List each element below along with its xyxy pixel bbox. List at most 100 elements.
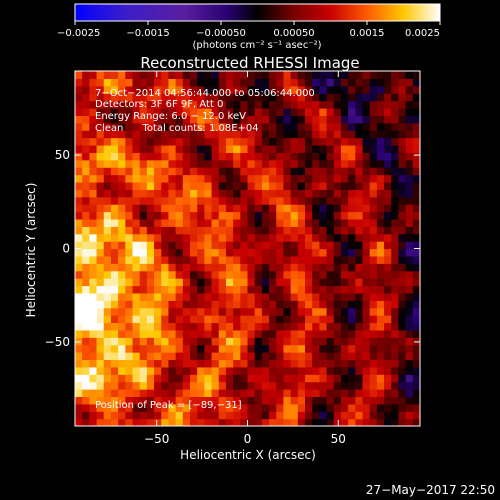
heatmap-cell bbox=[161, 233, 170, 242]
heatmap-cell bbox=[369, 122, 378, 131]
heatmap-cell bbox=[384, 418, 392, 426]
heatmap-cell bbox=[348, 196, 356, 205]
heatmap-cell bbox=[355, 300, 364, 309]
heatmap-cell bbox=[305, 115, 313, 124]
heatmap-cell bbox=[197, 337, 205, 346]
heatmap-cell bbox=[297, 152, 306, 161]
heatmap-cell bbox=[290, 307, 299, 316]
heatmap-cell bbox=[283, 352, 292, 361]
heatmap-cell bbox=[125, 278, 134, 287]
heatmap-cell bbox=[269, 130, 277, 139]
heatmap-cell bbox=[125, 418, 134, 426]
heatmap-cell bbox=[82, 352, 90, 361]
heatmap-cell bbox=[247, 300, 256, 309]
heatmap-cell bbox=[269, 270, 277, 279]
heatmap-cell bbox=[103, 137, 112, 146]
heatmap-cell bbox=[398, 411, 407, 420]
heatmap-cell bbox=[75, 389, 83, 398]
heatmap-cell bbox=[182, 78, 191, 87]
heatmap-cell bbox=[333, 167, 342, 176]
heatmap-cell bbox=[146, 130, 155, 139]
heatmap-cell bbox=[384, 344, 392, 353]
heatmap-cell bbox=[182, 204, 191, 213]
heatmap-cell bbox=[384, 85, 392, 94]
heatmap-cell bbox=[125, 322, 134, 331]
heatmap-cell bbox=[168, 78, 177, 87]
heatmap-cell bbox=[355, 71, 364, 79]
heatmap-cell bbox=[340, 241, 349, 250]
heatmap-cell bbox=[218, 181, 227, 190]
heatmap-cell bbox=[276, 403, 285, 412]
heatmap-cell bbox=[319, 174, 328, 183]
heatmap-cell bbox=[398, 285, 407, 294]
heatmap-cell bbox=[190, 292, 198, 301]
heatmap-cell bbox=[75, 263, 83, 272]
heatmap-cell bbox=[233, 189, 241, 198]
heatmap-cell bbox=[75, 344, 83, 353]
heatmap-cell bbox=[340, 152, 349, 161]
heatmap-cell bbox=[154, 270, 162, 279]
heatmap-cell bbox=[412, 374, 420, 383]
heatmap-cell bbox=[391, 248, 400, 257]
heatmap-cell bbox=[290, 292, 299, 301]
heatmap-cell bbox=[233, 78, 241, 87]
heatmap-cell bbox=[333, 270, 342, 279]
heatmap-cell bbox=[132, 159, 141, 168]
heatmap-cell bbox=[82, 152, 90, 161]
heatmap-cell bbox=[362, 233, 371, 242]
heatmap-cell bbox=[362, 337, 371, 346]
heatmap-cell bbox=[197, 285, 205, 294]
heatmap-cell bbox=[340, 226, 349, 235]
heatmap-cell bbox=[110, 329, 119, 338]
heatmap-cell bbox=[240, 411, 249, 420]
heatmap-cell bbox=[110, 85, 119, 94]
heatmap-cell bbox=[362, 144, 371, 153]
heatmap-cell bbox=[348, 93, 356, 102]
heatmap-cell bbox=[218, 115, 227, 124]
heatmap-cell bbox=[261, 337, 270, 346]
heatmap-cell bbox=[197, 159, 205, 168]
heatmap-cell bbox=[261, 152, 270, 161]
heatmap-cell bbox=[125, 167, 134, 176]
heatmap-cell bbox=[146, 278, 155, 287]
heatmap-cell bbox=[89, 226, 98, 235]
heatmap-cell bbox=[154, 389, 162, 398]
heatmap-cell bbox=[139, 93, 148, 102]
heatmap-cell bbox=[233, 396, 241, 405]
heatmap-cell bbox=[405, 270, 414, 279]
heatmap-cell bbox=[175, 403, 184, 412]
heatmap-cell bbox=[297, 292, 306, 301]
heatmap-cell bbox=[240, 93, 249, 102]
heatmap-cell bbox=[398, 322, 407, 331]
heatmap-cell bbox=[125, 337, 134, 346]
heatmap-cell bbox=[146, 241, 155, 250]
heatmap-cell bbox=[154, 107, 162, 116]
heatmap-cell bbox=[89, 211, 98, 220]
heatmap-cell bbox=[391, 396, 400, 405]
heatmap-cell bbox=[125, 300, 134, 309]
heatmap-cell bbox=[233, 130, 241, 139]
heatmap-cell bbox=[146, 389, 155, 398]
heatmap-cell bbox=[125, 352, 134, 361]
heatmap-cell bbox=[261, 344, 270, 353]
heatmap-cell bbox=[283, 411, 292, 420]
heatmap-cell bbox=[283, 396, 292, 405]
heatmap-cell bbox=[283, 418, 292, 426]
heatmap-cell bbox=[333, 374, 342, 383]
heatmap-cell bbox=[319, 152, 328, 161]
heatmap-cell bbox=[297, 144, 306, 153]
heatmap-cell bbox=[118, 174, 126, 183]
heatmap-cell bbox=[376, 396, 385, 405]
heatmap-cell bbox=[326, 211, 335, 220]
heatmap-cell bbox=[175, 263, 184, 272]
heatmap-cell bbox=[197, 292, 205, 301]
heatmap-cell bbox=[312, 411, 320, 420]
heatmap-cell bbox=[398, 211, 407, 220]
heatmap-cell bbox=[319, 329, 328, 338]
heatmap-cell bbox=[283, 130, 292, 139]
heatmap-cell bbox=[161, 396, 170, 405]
heatmap-cell bbox=[247, 78, 256, 87]
heatmap-cell bbox=[340, 329, 349, 338]
heatmap-cell bbox=[391, 159, 400, 168]
heatmap-cell bbox=[154, 130, 162, 139]
